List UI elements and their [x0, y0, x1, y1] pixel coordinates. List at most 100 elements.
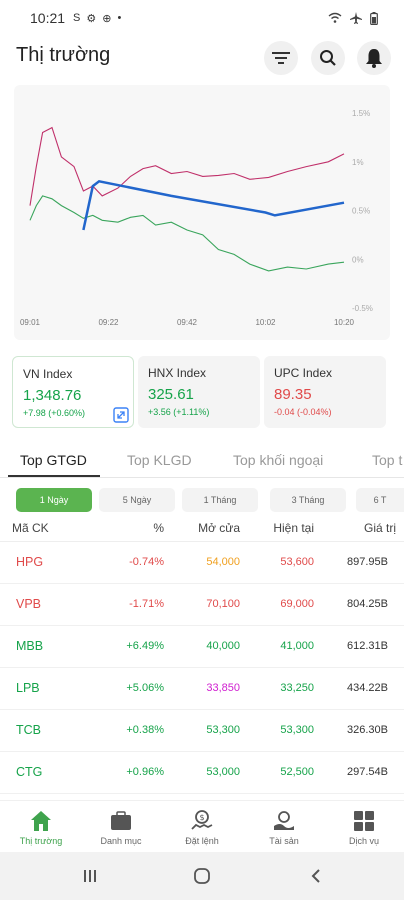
- table-row[interactable]: MBB +6.49% 40,000 41,000 612.31B: [0, 626, 404, 668]
- x-tick-label: 09:01: [20, 318, 41, 327]
- status-time: 10:21: [30, 10, 66, 26]
- col-pct[interactable]: %: [153, 521, 164, 535]
- battery-icon: [370, 11, 378, 25]
- cell-current: 53,600: [280, 556, 314, 568]
- tab-top-klgd[interactable]: Top KLGD: [127, 452, 192, 468]
- table-row[interactable]: VPB -1.71% 70,100 69,000 804.25B: [0, 584, 404, 626]
- period-3-months[interactable]: 3 Tháng: [270, 488, 346, 512]
- tab-top-gtgd[interactable]: Top GTGD: [20, 452, 87, 468]
- index-line-chart: 1.5% 1% 0.5% 0% -0.5% 09:01 09:22 09:42 10:02 10:…: [20, 109, 373, 327]
- table-row[interactable]: TCB +0.38% 53,300 53,300 326.30B: [0, 710, 404, 752]
- index-name: HNX Index: [148, 366, 207, 380]
- nav-label: Thị trường: [19, 836, 63, 846]
- grid-icon: [354, 811, 374, 831]
- cell-open: 70,100: [206, 598, 240, 610]
- cell-current: 53,300: [280, 724, 314, 736]
- skype-icon: S: [73, 11, 81, 24]
- bottom-nav: Thị trường Danh mục $ Đặt lệnh Tài sản D…: [0, 800, 404, 852]
- table-row[interactable]: LPB +5.06% 33,850 33,250 434.22B: [0, 668, 404, 710]
- cell-current: 69,000: [280, 598, 314, 610]
- cell-open: 40,000: [206, 640, 240, 652]
- period-5-days[interactable]: 5 Ngày: [99, 488, 175, 512]
- briefcase-icon: [111, 811, 131, 830]
- table-row[interactable]: HPG -0.74% 54,000 53,600 897.95B: [0, 542, 404, 584]
- cell-value: 297.54B: [347, 766, 388, 778]
- home-icon: [31, 811, 51, 831]
- cell-current: 33,250: [280, 682, 314, 694]
- index-change: +7.98 (+0.60%): [23, 408, 86, 418]
- status-bar: 10:21 S ⚙ ⊕ •: [0, 0, 404, 36]
- page-title: Thị trường: [16, 44, 111, 66]
- x-tick-label: 10:02: [255, 318, 276, 327]
- tab-top-foreign[interactable]: Top khối ngoại: [233, 452, 324, 468]
- cell-symbol: TCB: [16, 723, 41, 737]
- index-value: 89.35: [274, 386, 312, 403]
- notification-button[interactable]: [357, 41, 391, 75]
- system-nav-bar: [0, 852, 404, 900]
- cell-value: 434.22B: [347, 682, 388, 694]
- cell-open: 33,850: [206, 682, 240, 694]
- series-line-0: [29, 126, 345, 206]
- settings-icon: ⚙: [86, 12, 97, 25]
- period-1-month[interactable]: 1 Tháng: [182, 488, 258, 512]
- index-change: -0.04 (-0.04%): [274, 407, 332, 417]
- market-chart[interactable]: 1.5% 1% 0.5% 0% -0.5% 09:01 09:22 09:42 10:02 10:…: [14, 85, 390, 340]
- period-6-months[interactable]: 6 T: [356, 488, 404, 512]
- status-notification-icons: S ⚙ ⊕ •: [73, 12, 121, 25]
- period-1-day[interactable]: 1 Ngày: [16, 488, 92, 512]
- nav-portfolio[interactable]: Danh mục: [86, 809, 156, 846]
- back-button[interactable]: [304, 866, 328, 886]
- y-tick-label: 1%: [352, 158, 364, 167]
- y-tick-label: 1.5%: [352, 109, 370, 118]
- y-tick-label: 0%: [352, 255, 364, 264]
- search-button[interactable]: [311, 41, 345, 75]
- active-tab-indicator: [8, 475, 100, 477]
- nav-label: Danh mục: [100, 836, 142, 846]
- nav-market[interactable]: Thị trường: [6, 809, 76, 846]
- cell-open: 54,000: [206, 556, 240, 568]
- index-card-upc[interactable]: UPC Index 89.35 -0.04 (-0.04%): [264, 356, 386, 428]
- cell-current: 41,000: [280, 640, 314, 652]
- dot-icon: •: [117, 11, 122, 24]
- airplane-icon: [350, 11, 362, 24]
- home-button[interactable]: [190, 866, 214, 886]
- tab-top-more[interactable]: Top t: [372, 452, 403, 468]
- svg-text:$: $: [199, 813, 204, 822]
- col-current[interactable]: Hiện tại: [273, 521, 314, 535]
- nav-label: Tài sản: [269, 836, 299, 846]
- cell-value: 804.25B: [347, 598, 388, 610]
- table-row[interactable]: CTG +0.96% 53,000 52,500 297.54B: [0, 752, 404, 794]
- recents-button[interactable]: [78, 866, 102, 886]
- col-open[interactable]: Mở cửa: [198, 521, 240, 535]
- nav-services[interactable]: Dịch vụ: [329, 809, 399, 846]
- circle-home-icon: [194, 868, 210, 884]
- x-tick-label: 09:22: [98, 318, 119, 327]
- col-value[interactable]: Giá trị: [363, 521, 396, 535]
- nav-assets[interactable]: Tài sản: [249, 809, 319, 846]
- cell-pct: -1.71%: [129, 598, 164, 610]
- order-icon: $: [191, 810, 213, 830]
- app-icon: ⊕: [102, 12, 112, 25]
- x-tick-label: 09:42: [177, 318, 198, 327]
- ranking-tabs: Top GTGD Top KLGD Top khối ngoại Top t: [0, 444, 404, 478]
- wallet-icon: [274, 811, 294, 830]
- index-change: +3.56 (+1.11%): [148, 407, 210, 417]
- cell-symbol: MBB: [16, 639, 44, 653]
- cell-pct: -0.74%: [129, 556, 164, 568]
- search-icon: [320, 50, 336, 66]
- index-card-vn[interactable]: VN Index 1,348.76 +7.98 (+0.60%): [12, 356, 134, 428]
- index-name: VN Index: [23, 367, 73, 381]
- cell-pct: +5.06%: [126, 682, 164, 694]
- index-card-hnx[interactable]: HNX Index 325.61 +3.56 (+1.11%): [138, 356, 260, 428]
- cell-symbol: VPB: [16, 597, 42, 611]
- cell-open: 53,300: [206, 724, 240, 736]
- nav-label: Đặt lệnh: [185, 836, 219, 846]
- col-symbol[interactable]: Mã CK: [12, 521, 49, 535]
- nav-label: Dịch vụ: [348, 836, 379, 846]
- filter-icon: [272, 52, 290, 64]
- back-icon: [311, 869, 320, 883]
- filter-button[interactable]: [264, 41, 298, 75]
- nav-order[interactable]: $ Đặt lệnh: [167, 809, 237, 846]
- cell-pct: +6.49%: [126, 640, 164, 652]
- expand-icon[interactable]: [113, 407, 129, 423]
